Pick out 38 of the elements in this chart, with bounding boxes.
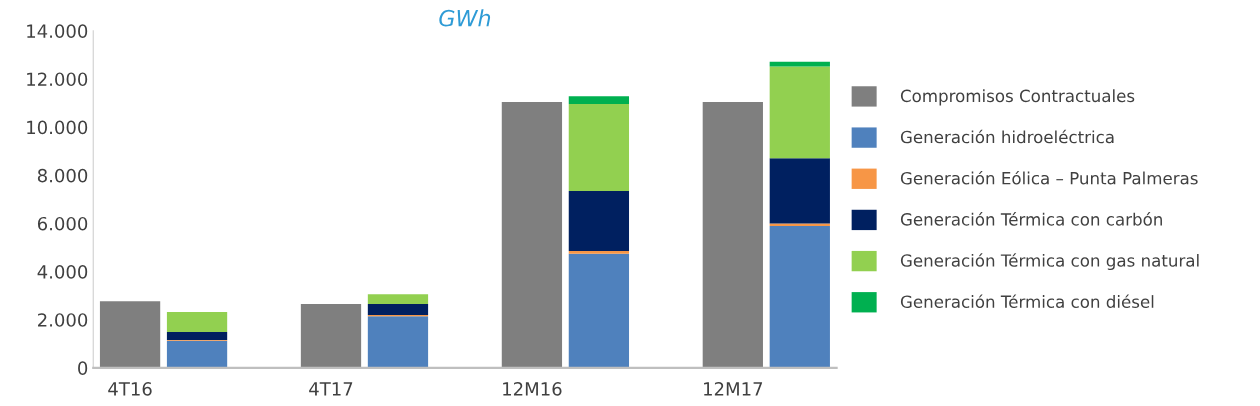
y-tick-label: 6.000 (37, 216, 88, 231)
bar (501, 102, 563, 368)
x-tick-label: 12M17 (704, 382, 763, 396)
bar (769, 223, 830, 227)
x-tick-label: 4T16 (108, 382, 152, 396)
y-tick-label: 2.000 (38, 313, 88, 327)
bar (99, 301, 161, 368)
bar (769, 226, 830, 368)
x-tick-label: 12M16 (503, 382, 562, 396)
bar (367, 304, 429, 316)
bar (166, 311, 228, 332)
y-tick-label: 0 (78, 361, 88, 375)
bar (367, 294, 429, 305)
bar (769, 66, 830, 159)
y-tick-label: 14.000 (27, 24, 88, 38)
legend-label: Generación Térmica con gas natural (900, 253, 1199, 271)
legend-label: Compromisos Contractuales (900, 89, 1135, 106)
bar (166, 340, 228, 368)
bar (166, 331, 228, 340)
y-tick-label: 10.000 (27, 120, 88, 135)
bar (568, 190, 630, 252)
bar (568, 96, 630, 105)
y-tick-label: 4.000 (37, 265, 88, 279)
y-tick-label: 12.000 (27, 72, 88, 87)
bar (769, 158, 830, 224)
legend-label: Generación Térmica con carbón (900, 212, 1162, 226)
bar (367, 316, 429, 368)
legend-label: Generación hidroeléctrica (900, 129, 1114, 144)
x-tick-label: 4T17 (309, 382, 353, 396)
bar (568, 104, 630, 191)
bar (568, 251, 630, 254)
chart-title: GWh (439, 9, 491, 27)
legend-label: Generación Térmica con diésel (900, 294, 1154, 308)
y-tick-label: 8.000 (37, 168, 88, 183)
bar (300, 304, 362, 368)
legend-label: Generación Eólica – Punta Palmeras (900, 170, 1198, 185)
bar (568, 253, 630, 368)
bar (702, 102, 763, 368)
